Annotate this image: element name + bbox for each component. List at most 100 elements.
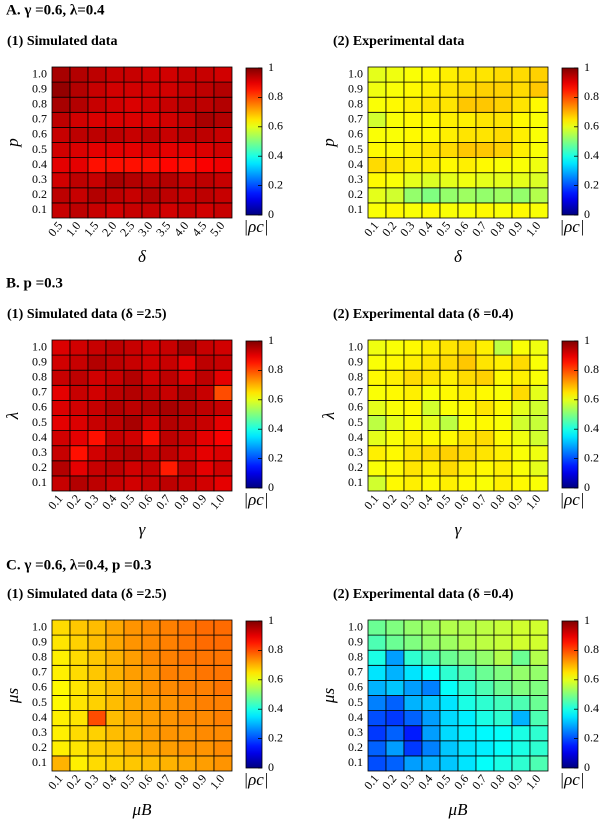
heat-cell <box>69 96 89 113</box>
heat-cell <box>403 725 423 742</box>
heat-cell <box>511 725 531 742</box>
y-tick-label: 1.0 <box>348 619 363 633</box>
heat-cell <box>439 142 459 159</box>
heat-cell <box>159 430 179 447</box>
heat-cell <box>213 202 233 219</box>
heat-cell <box>195 725 215 742</box>
heat-cell <box>123 127 143 143</box>
heat-cell <box>493 399 513 416</box>
y-tick-label: 0.8 <box>32 97 47 111</box>
heat-cell <box>439 445 459 462</box>
chart-title: (2) Experimental data <box>333 34 464 49</box>
heat-cell <box>493 740 513 757</box>
heat-cell <box>159 202 179 219</box>
heat-cell <box>105 725 125 742</box>
heat-cell <box>195 384 215 401</box>
heat-cell <box>529 172 549 189</box>
heat-cell <box>159 710 179 727</box>
y-tick-label: 0.7 <box>348 112 363 126</box>
x-tick-label: 0.3 <box>397 219 417 239</box>
heat-cell <box>195 695 215 712</box>
heat-cell <box>177 740 197 757</box>
heat-cell <box>529 111 549 128</box>
heat-cell <box>475 740 495 757</box>
heat-cell <box>421 680 441 696</box>
heat-cell <box>87 740 107 757</box>
heat-cell <box>385 475 405 492</box>
heat-cell <box>123 725 143 742</box>
x-tick-label: 0.6 <box>135 492 155 512</box>
heat-cell <box>69 649 89 666</box>
heat-cell <box>177 755 197 772</box>
section-title: B. p =0.3 <box>6 275 63 291</box>
heat-cell <box>457 399 477 416</box>
y-tick-label: 0.8 <box>32 370 47 384</box>
heat-cell <box>51 111 71 128</box>
heat-cell <box>493 680 513 696</box>
heat-cell <box>177 710 197 727</box>
heat-cell <box>511 172 531 189</box>
heat-cell <box>385 142 405 159</box>
heat-cell <box>403 649 423 666</box>
heat-cell <box>439 755 459 772</box>
heat-cell <box>87 664 107 681</box>
heat-cell <box>87 445 107 462</box>
heat-cell <box>177 111 197 128</box>
heat-cell <box>457 172 477 189</box>
heat-cell <box>529 445 549 462</box>
heat-cell <box>87 96 107 113</box>
heat-cell <box>105 369 125 386</box>
y-tick-label: 0.2 <box>32 187 47 201</box>
heat-cell <box>367 157 387 174</box>
heat-cell <box>141 695 161 712</box>
heat-cell <box>213 710 233 727</box>
heat-cell <box>51 66 71 83</box>
heat-cell <box>385 202 405 219</box>
heat-cell <box>213 96 233 113</box>
heat-cell <box>511 399 531 416</box>
heat-cell <box>457 445 477 462</box>
y-tick-label: 0.5 <box>32 142 47 156</box>
y-tick-label: 0.4 <box>32 157 47 171</box>
heat-cell <box>123 619 143 636</box>
heat-cell <box>123 460 143 477</box>
heat-cell <box>195 157 215 174</box>
heat-cell <box>213 415 233 432</box>
y-tick-label: 0.9 <box>348 81 363 95</box>
x-axis-label: μB <box>132 800 153 819</box>
y-tick-label: 1.0 <box>32 619 47 633</box>
colorbar-tick-label: 0 <box>268 760 274 774</box>
heat-cell <box>141 619 161 636</box>
heat-cell <box>421 384 441 401</box>
heat-cell <box>367 680 387 696</box>
heat-cell <box>403 755 423 772</box>
heat-cell <box>87 384 107 401</box>
colorbar-tick-label: 0.2 <box>584 450 599 464</box>
heat-cell <box>529 96 549 113</box>
heat-cell <box>439 680 459 696</box>
heat-cell <box>105 649 125 666</box>
heat-cell <box>529 710 549 727</box>
heat-cell <box>439 127 459 143</box>
colorbar-tick-label: 0.2 <box>268 730 283 744</box>
heat-cell <box>493 81 513 98</box>
heat-cell <box>529 725 549 742</box>
y-tick-label: 0.3 <box>348 445 363 459</box>
heat-cell <box>141 680 161 696</box>
heat-cell <box>421 725 441 742</box>
heat-cell <box>403 81 423 98</box>
heat-cell <box>493 66 513 83</box>
heat-cell <box>529 202 549 219</box>
heat-cell <box>69 680 89 696</box>
heat-cell <box>123 445 143 462</box>
heat-cell <box>105 111 125 128</box>
y-tick-label: 0.6 <box>348 400 363 414</box>
heat-cell <box>529 755 549 772</box>
heat-cell <box>159 649 179 666</box>
heat-cell <box>457 369 477 386</box>
heat-cell <box>403 172 423 189</box>
y-tick-label: 0.8 <box>348 97 363 111</box>
x-tick-label: 0.5 <box>117 772 137 792</box>
heat-cell <box>511 740 531 757</box>
